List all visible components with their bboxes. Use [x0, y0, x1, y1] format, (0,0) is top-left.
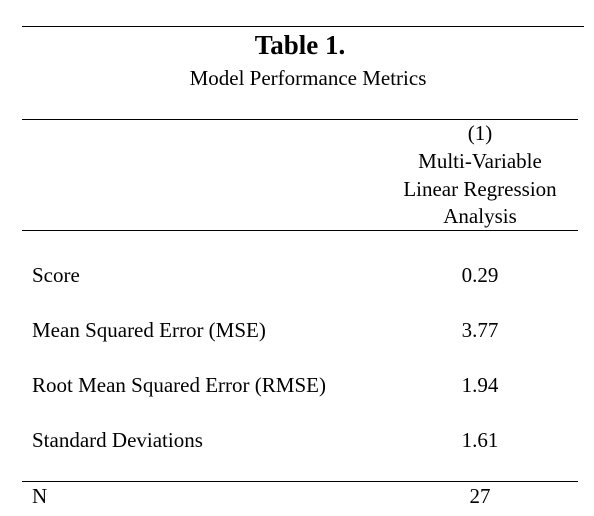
- row-label: Standard Deviations: [32, 428, 203, 452]
- table-title: Table 1.: [254, 30, 346, 60]
- header-top-rule: [22, 119, 578, 120]
- row-value: 27: [469, 484, 491, 508]
- row-label: Root Mean Squared Error (RMSE): [32, 373, 326, 397]
- footer-rule: [22, 481, 578, 482]
- table-subtitle: Model Performance Metrics: [189, 66, 427, 90]
- column-number: (1): [467, 121, 493, 145]
- row-label: N: [32, 484, 48, 508]
- row-label: Mean Squared Error (MSE): [32, 318, 266, 342]
- table-top-rule: [22, 26, 584, 27]
- row-value: 1.61: [461, 428, 499, 452]
- column-header-line: Multi-Variable: [418, 149, 542, 173]
- column-header-line: Analysis: [443, 204, 517, 228]
- row-label: Score: [32, 263, 80, 287]
- column-header-line: Linear Regression: [403, 177, 557, 201]
- row-value: 0.29: [461, 263, 499, 287]
- header-bottom-rule: [22, 230, 578, 231]
- row-value: 3.77: [461, 318, 499, 342]
- row-value: 1.94: [461, 373, 499, 397]
